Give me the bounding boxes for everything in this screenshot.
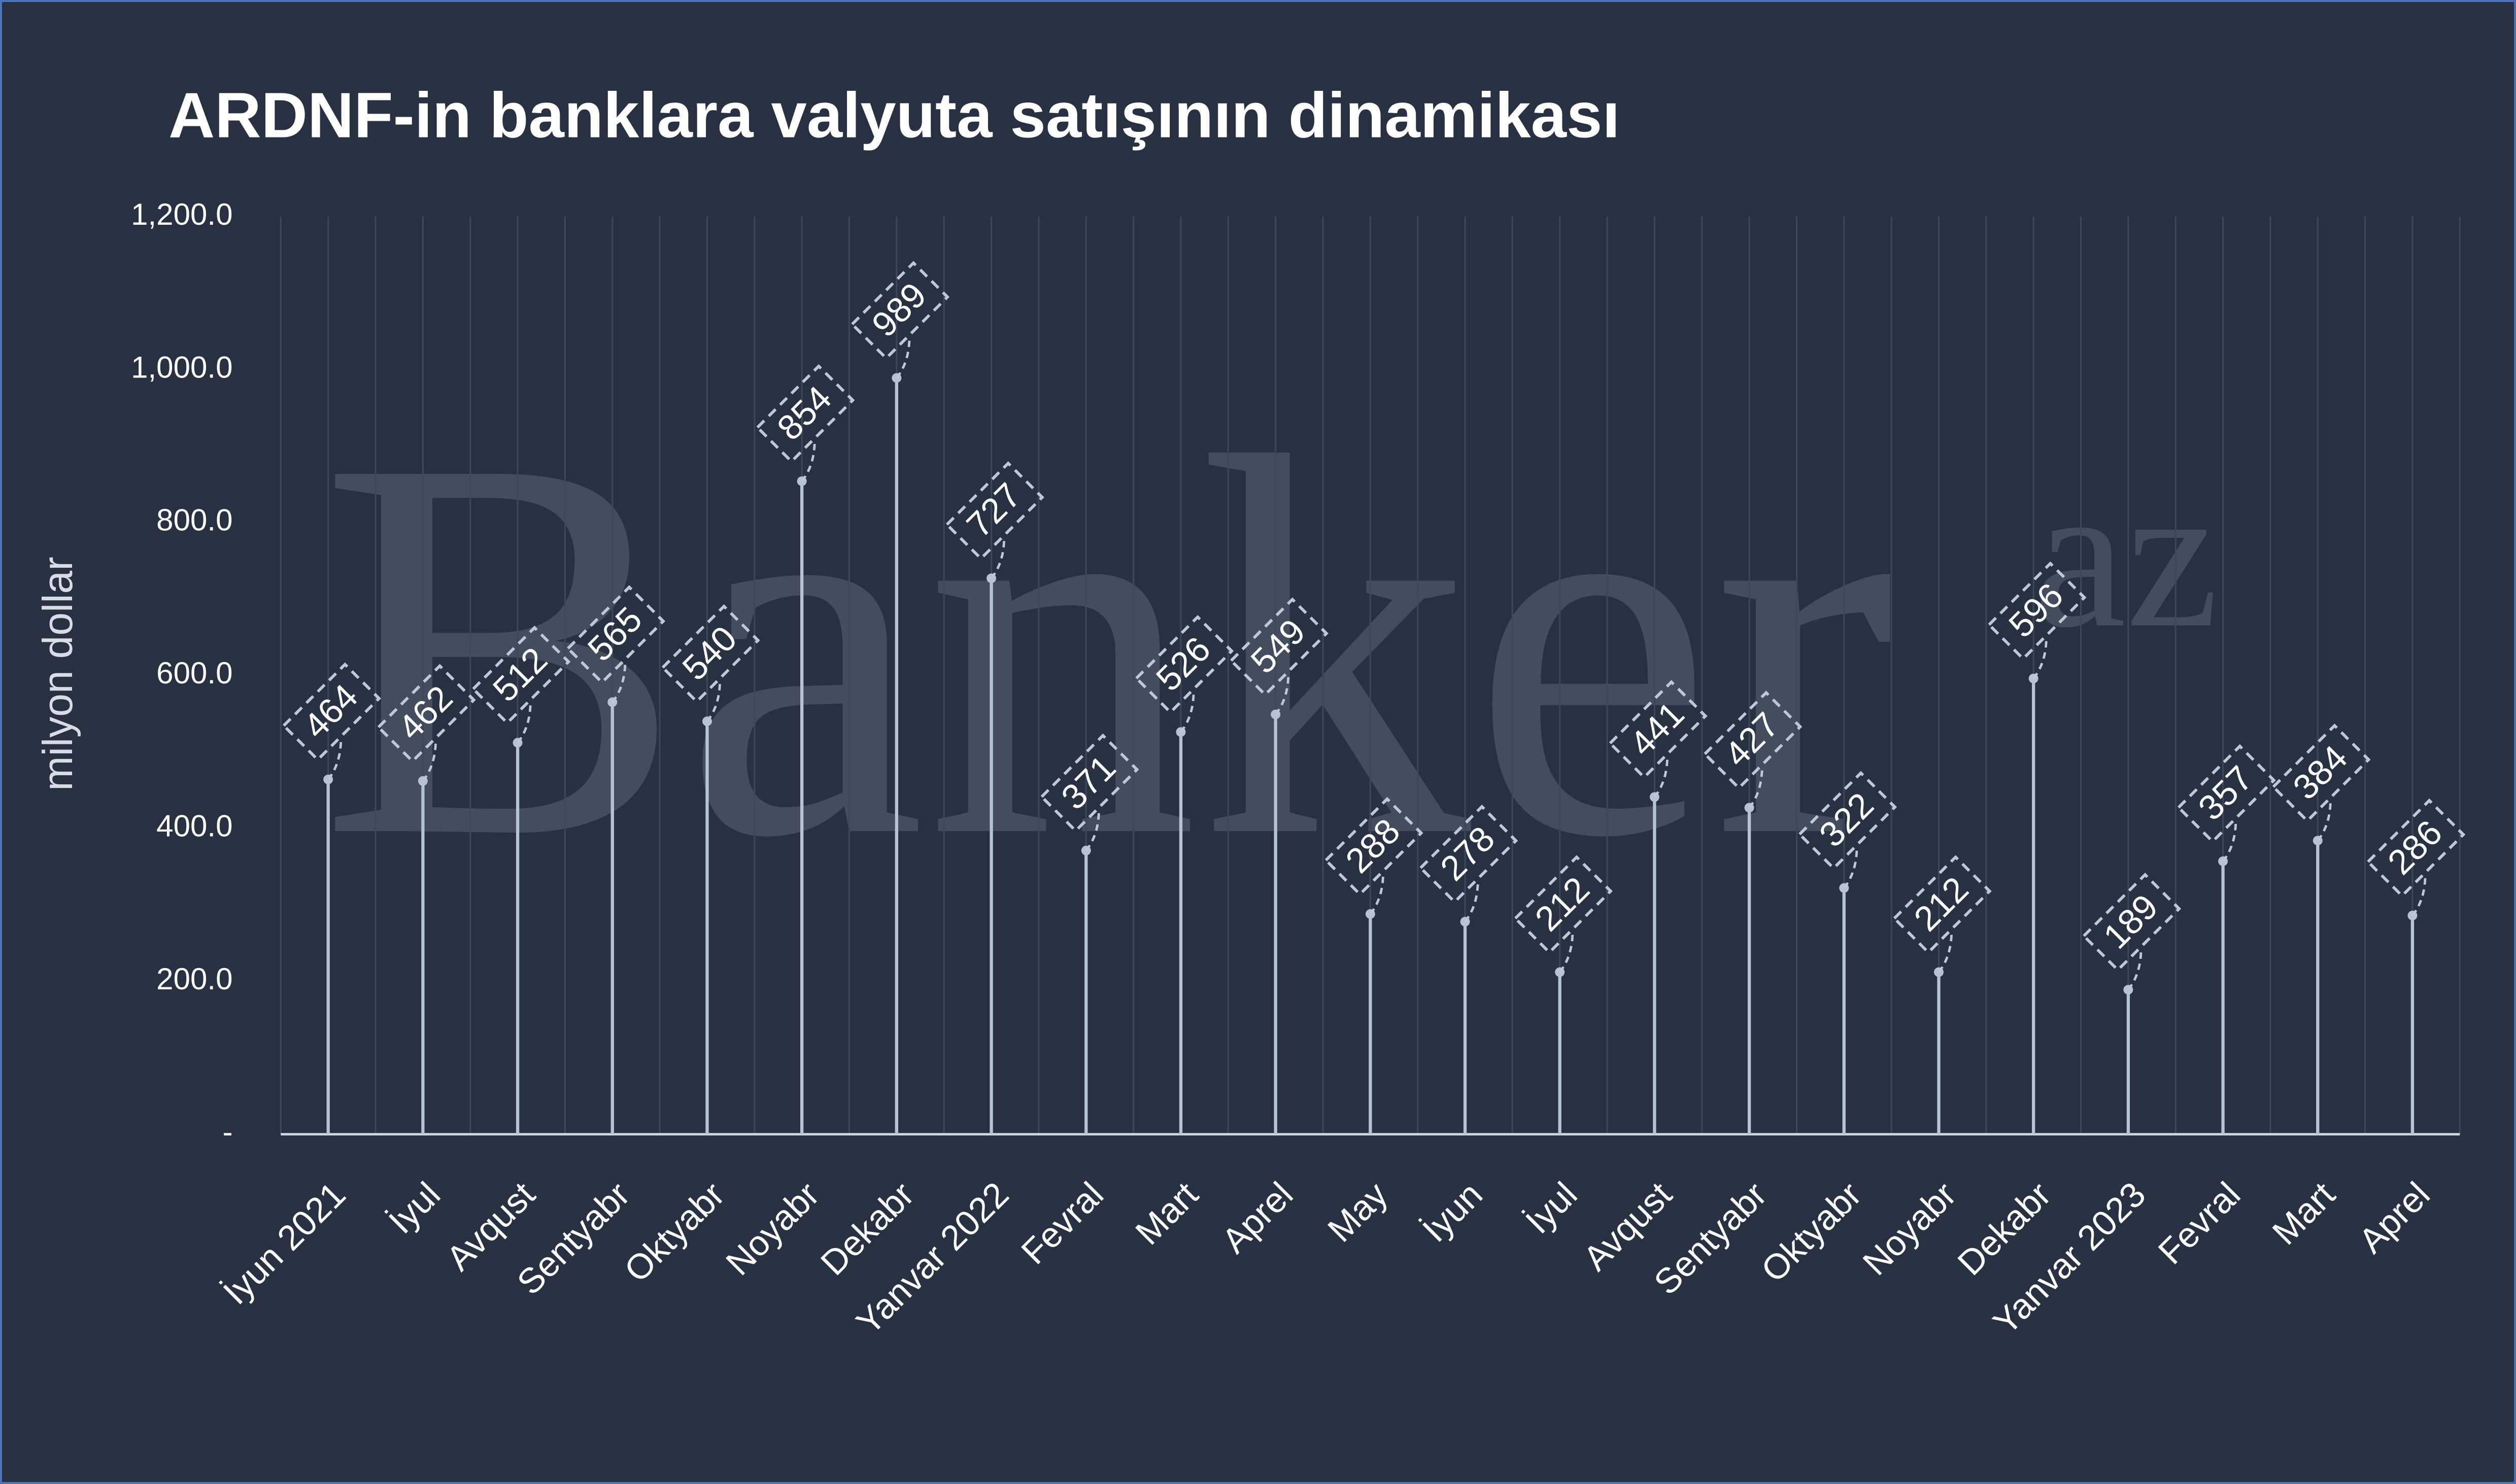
label-connector xyxy=(2127,948,2143,991)
chart-title: ARDNF-in banklara valyuta satışının dina… xyxy=(168,80,1620,151)
label-connector xyxy=(422,739,437,782)
label-connector xyxy=(1464,880,1479,923)
label-connector xyxy=(1274,672,1290,715)
data-label-box xyxy=(1134,615,1234,714)
y-tick-label: 800.0 xyxy=(156,503,232,537)
data-label-box xyxy=(1987,561,2087,661)
data-label-box xyxy=(471,626,571,726)
label-connector xyxy=(2411,874,2427,917)
watermark-suffix: az xyxy=(2033,440,2219,671)
data-label-box xyxy=(2176,744,2276,844)
label-connector xyxy=(517,701,532,744)
y-tick-label: 1,000.0 xyxy=(131,350,232,384)
label-connector xyxy=(990,536,1006,579)
data-label-box xyxy=(2271,723,2371,823)
y-tick-label: - xyxy=(222,1115,232,1149)
data-label-box xyxy=(1039,733,1139,833)
label-connector xyxy=(801,439,816,482)
label-connector xyxy=(1748,766,1763,809)
data-label-box xyxy=(1418,804,1518,904)
label-connector xyxy=(1180,690,1195,733)
y-tick-label: 400.0 xyxy=(156,809,232,843)
label-connector xyxy=(706,679,722,722)
data-label-box xyxy=(755,364,855,464)
label-connector xyxy=(1843,846,1858,889)
data-label-box xyxy=(850,261,950,361)
label-connector xyxy=(327,738,343,780)
data-label-box xyxy=(376,664,476,764)
data-label-box xyxy=(1323,797,1423,896)
label-connector xyxy=(1653,755,1669,798)
y-axis-title: milyon dollar xyxy=(35,557,81,790)
data-label-box xyxy=(1703,691,1803,790)
label-connector xyxy=(2032,637,2048,679)
label-connector xyxy=(896,336,911,379)
data-label-box xyxy=(1229,597,1329,697)
data-label-box xyxy=(2082,873,2182,972)
data-label-box xyxy=(944,461,1044,561)
data-label-box xyxy=(1797,771,1897,871)
label-connector xyxy=(1558,930,1574,973)
watermark: Banker xyxy=(320,345,1895,949)
data-label-box xyxy=(2366,798,2466,898)
y-tick-label: 600.0 xyxy=(156,656,232,690)
label-connector xyxy=(1085,809,1100,851)
data-label-box xyxy=(566,585,666,685)
y-tick-label: 1,200.0 xyxy=(131,197,232,231)
data-label-box xyxy=(1892,855,1992,955)
label-connector xyxy=(1369,872,1385,915)
y-tick-label: 200.0 xyxy=(156,962,232,996)
data-label-box xyxy=(1513,855,1613,955)
data-label-box xyxy=(1608,680,1708,780)
label-connector xyxy=(1937,930,1953,973)
data-label-box xyxy=(282,662,381,762)
label-connector xyxy=(2222,819,2237,862)
data-label-box xyxy=(660,604,760,704)
label-connector xyxy=(611,660,627,703)
label-connector xyxy=(2317,799,2332,842)
